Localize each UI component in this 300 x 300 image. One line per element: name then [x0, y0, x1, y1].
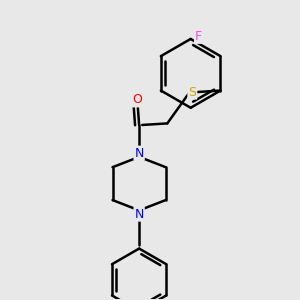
Text: O: O: [133, 93, 142, 106]
Text: N: N: [134, 147, 144, 160]
Text: F: F: [195, 30, 202, 43]
Text: N: N: [134, 208, 144, 220]
Text: S: S: [188, 85, 196, 99]
